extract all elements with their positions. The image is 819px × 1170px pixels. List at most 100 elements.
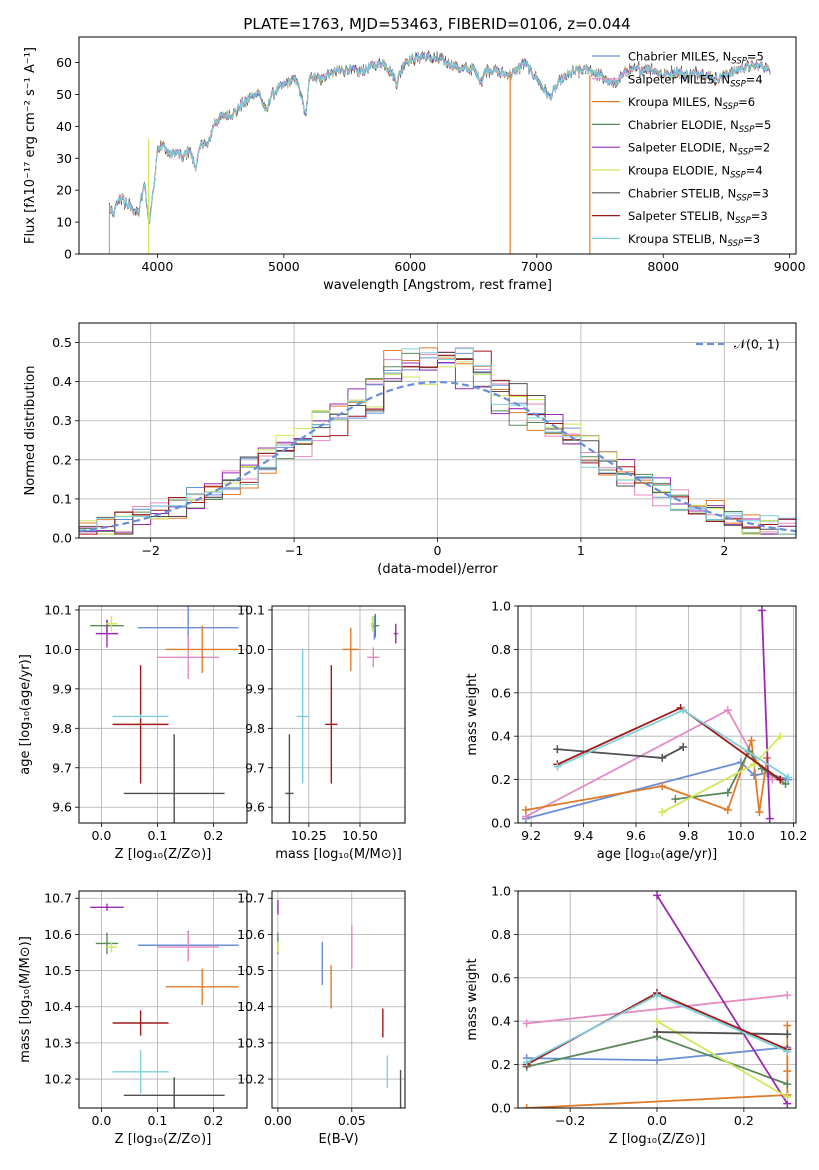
series-marker-salpeter_miles	[783, 991, 792, 1000]
series-marker-kroupa_stelib	[653, 991, 661, 1000]
series-line-kroupa_elodie	[656, 1020, 788, 1098]
y-tick-label: 10.3	[44, 1035, 72, 1050]
series-marker-chabrier_elodie	[671, 795, 680, 804]
plot-area	[90, 606, 239, 823]
plot-area	[90, 903, 239, 1108]
series-marker-kroupa_elodie	[783, 1093, 792, 1102]
errorbar-chabrier_stelib	[123, 734, 225, 823]
series-marker-kroupa_miles	[723, 805, 732, 814]
errorbar-chabrier_elodie	[95, 932, 119, 955]
panel-weight_z: −0.2 0.0 0.2 0.0 0.2 0.4 0.6 0.8 1.0 Z [log₁₀(Z/Z…	[465, 884, 797, 1147]
y-tick-label: 9.6	[245, 800, 265, 815]
errorbar-kroupa_stelib	[112, 714, 169, 719]
errorbar-chabrier_miles	[373, 615, 376, 640]
axes-frame	[78, 890, 248, 1109]
x-tick-label: 9.6	[626, 828, 646, 843]
x-tick-label: 9.4	[574, 828, 594, 843]
series-marker-kroupa_miles	[522, 1104, 531, 1108]
plot-area	[521, 606, 793, 823]
y-tick-label: 9.7	[52, 760, 72, 775]
legend-entry-count: =3	[752, 186, 769, 200]
y-tick-label: 9.7	[245, 760, 265, 775]
y-tick-label: 1.0	[491, 884, 511, 899]
series-marker-salpeter_elodie	[765, 814, 774, 823]
y-tick-label: 60	[56, 55, 72, 70]
series-marker-kroupa_stelib	[783, 1047, 792, 1056]
x-axis-label: Z [log₁₀(Z/Z⊙)]	[115, 847, 212, 862]
errorbar-salpeter_miles	[157, 932, 219, 962]
legend-entry-subscript: SSP	[723, 102, 739, 112]
series-line-salpeter_elodie	[761, 610, 771, 819]
series-marker-kroupa_miles	[521, 805, 530, 814]
legend-entry-text: Kroupa STELIB, N	[628, 232, 728, 246]
errorbar-kroupa_miles	[342, 627, 359, 672]
plot-area	[277, 900, 402, 1108]
legend-entry-text: Chabrier ELODIE, N	[628, 118, 739, 132]
legend-entry-text: Chabrier MILES, N	[628, 50, 731, 64]
y-tick-label: 0.0	[52, 531, 72, 546]
series-marker-chabrier_stelib	[783, 1030, 792, 1039]
legend: 𝒩(0, 1)	[696, 337, 780, 352]
legend-entry: Chabrier STELIB, NSSP=3	[628, 186, 769, 203]
legend-entry-count: =5	[754, 118, 771, 132]
y-tick-label: 10.4	[237, 999, 265, 1014]
y-tick-label: 10.7	[44, 891, 72, 906]
y-tick-label: 10.6	[44, 927, 72, 942]
x-tick-label: 5000	[268, 259, 300, 274]
y-tick-label: 9.9	[52, 681, 72, 696]
figure-title: PLATE=1763, MJD=53463, FIBERID=0106, z=0…	[243, 15, 630, 33]
errorbar-kroupa_stelib	[112, 1050, 169, 1094]
legend-entry-text: Salpeter ELODIE, N	[628, 141, 738, 155]
x-axis-label: Z [log₁₀(Z/Z⊙)]	[609, 1132, 706, 1147]
x-tick-label: 0.1	[147, 828, 167, 843]
y-tick-label: 10.0	[44, 642, 72, 657]
series-marker-kroupa_elodie	[658, 808, 667, 817]
x-tick-label: 0.2	[203, 1113, 223, 1128]
histogram-kroupa_stelib	[79, 348, 796, 538]
y-tick-label: 0	[64, 247, 72, 262]
plot-area	[79, 347, 796, 538]
legend-entry-subscript: SSP	[730, 79, 746, 89]
x-axis-label: (data-model)/error	[377, 562, 498, 577]
series-marker-salpeter_elodie	[757, 606, 766, 615]
y-tick-label: 1.0	[491, 599, 511, 614]
y-tick-label: 0.8	[491, 927, 511, 942]
series-marker-kroupa_miles	[747, 736, 756, 745]
legend-entry-subscript: SSP	[730, 171, 746, 181]
panel-age_z: 0.0 0.1 0.2 9.6 9.7 9.8 9.9 10.0 10.1 Z [log₁₀(Z/…	[18, 602, 248, 862]
y-axis-label: mass [log₁₀(M/M⊙)]	[18, 936, 33, 1063]
errorbar-kroupa_elodie	[105, 941, 118, 953]
axes-frame	[78, 36, 797, 255]
x-tick-label: 9000	[774, 259, 806, 274]
series-marker-kroupa_stelib	[522, 1058, 531, 1067]
panel-spectrum: 4000 5000 6000 7000 8000 9000 0 10 20 30 40 50 60 wav…	[23, 36, 806, 293]
legend-entry: Salpeter MILES, NSSP=4	[628, 72, 763, 89]
series-line-salpeter_miles	[526, 994, 788, 1025]
plot-area	[522, 891, 792, 1108]
series-line-chabrier_stelib	[656, 1031, 788, 1036]
legend-entry-count: =3	[751, 209, 768, 223]
y-tick-label: 0.5	[52, 335, 72, 350]
x-tick-label: 0.2	[203, 828, 223, 843]
y-tick-label: 0.2	[491, 1057, 511, 1072]
series-marker-salpeter_elodie	[653, 891, 661, 900]
x-tick-label: 10.2	[779, 828, 807, 843]
series-marker-salpeter_miles	[768, 775, 777, 784]
legend-entry-count: =3	[743, 232, 760, 246]
legend-entry-text: Kroupa ELODIE, N	[628, 164, 730, 178]
legend-entry-subscript: SSP	[731, 57, 747, 67]
y-tick-label: 30	[56, 151, 72, 166]
y-tick-label: 0.4	[491, 729, 511, 744]
x-tick-label: 9.2	[521, 828, 541, 843]
y-tick-label: 40	[56, 119, 72, 134]
y-tick-label: 10.1	[237, 602, 265, 617]
plot-area	[108, 50, 771, 254]
axes-frame	[78, 605, 248, 824]
x-tick-label: −0.2	[555, 1113, 585, 1128]
x-tick-label: 0.1	[147, 1113, 167, 1128]
y-tick-label: 9.6	[52, 800, 72, 815]
legend-entry-subscript: SSP	[728, 239, 744, 249]
y-tick-label: 0.2	[491, 772, 511, 787]
y-tick-label: 10.3	[237, 1035, 265, 1050]
